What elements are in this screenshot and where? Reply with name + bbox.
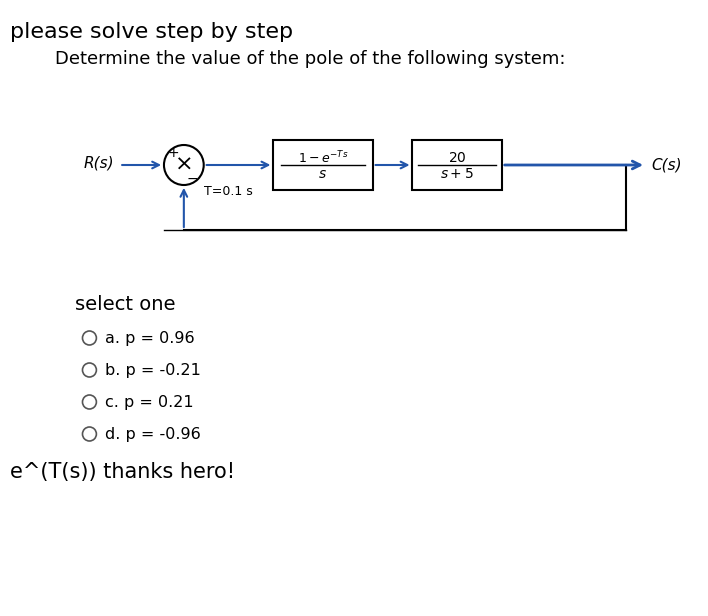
Text: C(s): C(s): [651, 158, 682, 172]
Text: select one: select one: [74, 295, 175, 314]
Text: e^(T(s)) thanks hero!: e^(T(s)) thanks hero!: [10, 462, 235, 482]
Text: b. p = -0.21: b. p = -0.21: [105, 362, 201, 378]
FancyBboxPatch shape: [273, 140, 372, 190]
Text: $20$: $20$: [447, 151, 467, 165]
Text: $s$: $s$: [319, 167, 327, 181]
Text: a. p = 0.96: a. p = 0.96: [105, 331, 195, 346]
Text: ×: ×: [175, 155, 193, 175]
Text: d. p = -0.96: d. p = -0.96: [105, 426, 201, 442]
Text: $s+5$: $s+5$: [440, 167, 474, 181]
Text: T=0.1 s: T=0.1 s: [204, 185, 253, 198]
Text: −: −: [187, 172, 198, 186]
Text: R(s): R(s): [84, 155, 114, 171]
Text: c. p = 0.21: c. p = 0.21: [105, 394, 194, 410]
FancyBboxPatch shape: [412, 140, 502, 190]
Text: please solve step by step: please solve step by step: [10, 22, 293, 42]
Text: $1-e^{-Ts}$: $1-e^{-Ts}$: [297, 150, 348, 166]
Text: Determine the value of the pole of the following system:: Determine the value of the pole of the f…: [55, 50, 565, 68]
Text: +: +: [168, 146, 180, 160]
